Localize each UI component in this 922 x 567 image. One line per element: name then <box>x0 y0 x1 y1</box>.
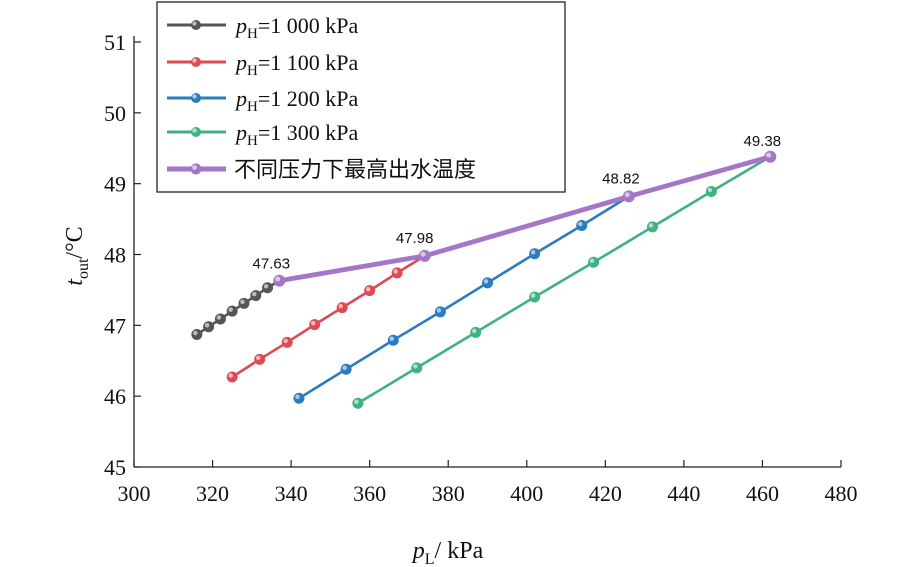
series-ph-1300-point-highlight <box>413 364 418 369</box>
series-ph-1200-point-highlight <box>389 336 394 341</box>
series-layer <box>191 150 777 409</box>
series-ph-1200-point-highlight <box>483 279 489 284</box>
legend-label: pH=1 100 kPa <box>234 50 358 79</box>
series-ph-1200-point-highlight <box>578 221 583 227</box>
series-ph-1200-point-highlight <box>530 250 536 255</box>
y-axis-title: tout/°C <box>62 226 92 285</box>
series-ph-1000-point-highlight <box>216 315 222 320</box>
x-tick-label: 400 <box>510 481 543 506</box>
x-tick-label: 460 <box>746 481 779 506</box>
legend-label: pH=1 200 kPa <box>234 86 358 115</box>
legend-label: pH=1 000 kPa <box>234 13 358 42</box>
x-tick-label: 480 <box>825 481 858 506</box>
series-ph-1100-point-highlight <box>255 355 261 361</box>
series-ph-1000-point-highlight <box>252 291 257 297</box>
series-max-temperature-point-highlight <box>766 152 772 158</box>
series-ph-1200-point-highlight <box>342 365 347 370</box>
series-max-temperature-point-highlight <box>624 192 630 198</box>
x-tick-label: 420 <box>589 481 622 506</box>
legend-label-max-temperature: 不同压力下最高出水温度 <box>234 158 476 183</box>
series-ph-1000-point-highlight <box>228 307 233 312</box>
x-tick-label: 320 <box>196 481 229 506</box>
legend-swatch-highlight <box>192 58 197 63</box>
legend-swatch-highlight <box>192 165 197 170</box>
series-ph-1100-point-highlight <box>338 303 343 309</box>
series-ph-1100-point-highlight <box>393 269 398 274</box>
series-ph-1000-point-highlight <box>204 323 210 328</box>
data-label: 47.63 <box>253 256 291 273</box>
x-tick-label: 360 <box>353 481 386 506</box>
series-ph-1300-line <box>356 155 772 405</box>
series-ph-1200-line <box>297 195 631 400</box>
series-ph-1000-point-highlight <box>240 299 245 305</box>
series-ph-1000-point-highlight <box>263 284 269 289</box>
legend-label: pH=1 300 kPa <box>234 120 358 149</box>
series-ph-1300-point-highlight <box>471 328 477 334</box>
series-ph-1000-point-highlight <box>193 330 198 336</box>
x-axis-title: pL/ kPa <box>411 538 484 567</box>
series-ph-1100-point-highlight <box>228 373 233 378</box>
series-ph-1200-point-highlight <box>295 394 300 400</box>
x-tick-label: 340 <box>275 481 308 506</box>
series-ph-1300-point-highlight <box>354 399 359 404</box>
axes-layer: 300 320 340 360 380 400 420 440 460 480 45 46 47 48 49… <box>104 30 858 506</box>
series-ph-1300-point-highlight <box>530 293 536 298</box>
y-tick-label: 45 <box>104 455 126 480</box>
series-ph-1300-point-highlight <box>589 258 595 264</box>
x-tick-label: 440 <box>667 481 700 506</box>
x-tick-label: 300 <box>118 481 151 506</box>
y-tick-label: 48 <box>104 243 126 268</box>
series-max-temperature-line <box>276 154 773 284</box>
legend-swatch-highlight <box>192 128 197 133</box>
y-tick-label: 51 <box>104 30 126 55</box>
series-max-temperature-point-highlight <box>420 251 426 257</box>
y-tick-label: 47 <box>104 313 126 338</box>
series-ph-1100-point-highlight <box>283 338 288 344</box>
data-labels: 47.63 47.98 48.82 49.38 <box>253 133 782 273</box>
data-label: 49.38 <box>744 133 782 150</box>
y-tick-label: 46 <box>104 384 126 409</box>
series-max-temperature-point-highlight <box>275 276 281 282</box>
series-ph-1100-point-highlight <box>310 320 316 326</box>
data-label: 48.82 <box>602 170 640 187</box>
legend: pH=1 000 kPa pH=1 100 kPa pH=1 200 kPa pH=1… <box>156 1 566 193</box>
series-ph-1100-point-highlight <box>365 286 371 292</box>
legend-swatch-highlight <box>192 21 197 26</box>
legend-swatch-highlight <box>192 94 197 99</box>
x-tick-label: 380 <box>432 481 465 506</box>
series-ph-1200-point-highlight <box>436 308 442 313</box>
series-ph-1300-point-highlight <box>707 187 713 193</box>
y-tick-label: 49 <box>104 172 126 197</box>
y-tick-label: 50 <box>104 101 126 126</box>
series-ph-1300-point-highlight <box>648 223 654 228</box>
data-label: 47.98 <box>396 230 434 247</box>
